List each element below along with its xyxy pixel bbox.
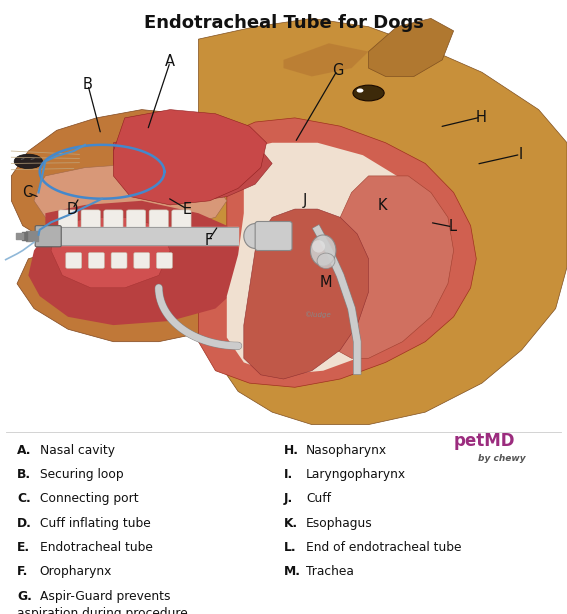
Polygon shape xyxy=(28,201,244,325)
Polygon shape xyxy=(284,43,369,76)
FancyBboxPatch shape xyxy=(172,210,191,229)
Text: ©ludge: ©ludge xyxy=(304,311,331,318)
Text: K: K xyxy=(378,198,387,213)
Text: M: M xyxy=(320,275,332,290)
Ellipse shape xyxy=(353,85,384,101)
Text: Nasopharynx: Nasopharynx xyxy=(306,443,387,457)
Polygon shape xyxy=(187,18,567,425)
FancyBboxPatch shape xyxy=(66,252,82,268)
Text: Nasal cavity: Nasal cavity xyxy=(40,443,115,457)
Text: H: H xyxy=(475,109,486,125)
Polygon shape xyxy=(244,209,369,379)
Polygon shape xyxy=(51,217,170,288)
FancyBboxPatch shape xyxy=(104,210,123,229)
FancyBboxPatch shape xyxy=(156,252,172,268)
Text: D.: D. xyxy=(17,516,32,530)
FancyBboxPatch shape xyxy=(81,210,100,229)
Text: Oropharynx: Oropharynx xyxy=(40,565,112,578)
FancyBboxPatch shape xyxy=(35,226,61,247)
FancyBboxPatch shape xyxy=(255,222,292,251)
Text: J.: J. xyxy=(284,492,293,505)
Text: J: J xyxy=(303,193,307,208)
FancyBboxPatch shape xyxy=(58,210,78,229)
Polygon shape xyxy=(227,143,442,375)
Polygon shape xyxy=(17,251,244,341)
Text: Endotracheal tube: Endotracheal tube xyxy=(40,541,153,554)
Text: I: I xyxy=(518,147,523,162)
Polygon shape xyxy=(198,118,476,387)
Ellipse shape xyxy=(256,225,277,247)
Ellipse shape xyxy=(317,253,335,269)
Text: B: B xyxy=(83,77,93,92)
Text: A: A xyxy=(165,55,175,69)
Text: F.: F. xyxy=(17,565,28,578)
Text: End of endotracheal tube: End of endotracheal tube xyxy=(306,541,462,554)
Text: petMD: petMD xyxy=(454,432,515,450)
FancyBboxPatch shape xyxy=(126,210,146,229)
Ellipse shape xyxy=(312,240,325,252)
Text: F: F xyxy=(205,233,213,247)
Text: H.: H. xyxy=(284,443,298,457)
FancyBboxPatch shape xyxy=(111,252,127,268)
Text: by chewy: by chewy xyxy=(478,454,526,463)
Ellipse shape xyxy=(14,154,43,169)
Ellipse shape xyxy=(244,223,266,249)
Text: Endotracheal Tube for Dogs: Endotracheal Tube for Dogs xyxy=(143,14,424,32)
Text: B.: B. xyxy=(17,468,31,481)
Polygon shape xyxy=(34,163,227,234)
Text: G: G xyxy=(332,63,343,78)
Text: Laryngopharynx: Laryngopharynx xyxy=(306,468,407,481)
Text: I.: I. xyxy=(284,468,293,481)
Text: C.: C. xyxy=(17,492,31,505)
Text: Cuff: Cuff xyxy=(306,492,331,505)
Text: Aspir-Guard prevents: Aspir-Guard prevents xyxy=(40,589,170,603)
Text: Securing loop: Securing loop xyxy=(40,468,123,481)
Text: Connecting port: Connecting port xyxy=(40,492,138,505)
Ellipse shape xyxy=(357,88,363,93)
Text: L.: L. xyxy=(284,541,296,554)
Text: M.: M. xyxy=(284,565,301,578)
FancyBboxPatch shape xyxy=(134,252,150,268)
FancyBboxPatch shape xyxy=(149,210,168,229)
Text: L: L xyxy=(448,219,456,235)
Ellipse shape xyxy=(311,235,336,266)
Text: E.: E. xyxy=(17,541,30,554)
Text: Cuff inflating tube: Cuff inflating tube xyxy=(40,516,150,530)
Polygon shape xyxy=(113,130,272,201)
Text: E: E xyxy=(183,201,192,217)
Text: C: C xyxy=(22,185,32,200)
Text: Esophagus: Esophagus xyxy=(306,516,373,530)
Polygon shape xyxy=(113,109,266,205)
Text: D: D xyxy=(67,201,78,217)
Polygon shape xyxy=(11,109,227,251)
Polygon shape xyxy=(369,18,454,76)
Polygon shape xyxy=(318,176,454,358)
FancyBboxPatch shape xyxy=(88,252,104,268)
Text: A.: A. xyxy=(17,443,32,457)
Text: Trachea: Trachea xyxy=(306,565,354,578)
Text: K.: K. xyxy=(284,516,298,530)
Text: G.: G. xyxy=(17,589,32,603)
Text: aspiration during procedure: aspiration during procedure xyxy=(17,607,188,614)
